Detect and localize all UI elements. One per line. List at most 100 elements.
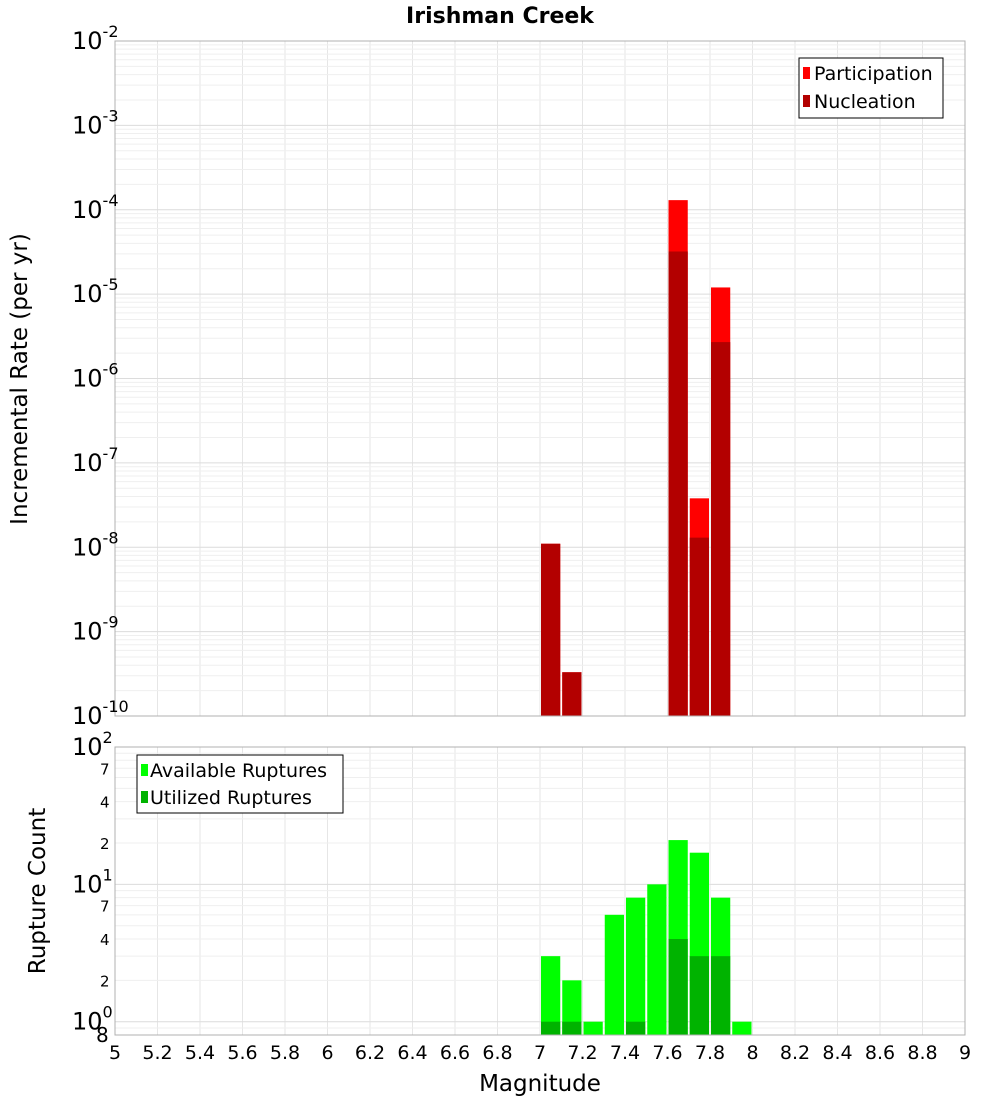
bottom-bar-utilized-ruptures (689, 956, 709, 1035)
legend-swatch-utilized-ruptures (141, 791, 148, 803)
bottom-bar-utilized-ruptures (668, 939, 688, 1035)
bottom-y-tick-base: 10 (72, 1008, 103, 1036)
top-y-tick-exponent: -10 (103, 697, 129, 716)
top-y-tick-label: 10-4 (72, 191, 119, 224)
bottom-y-minor-tick-label: 7 (100, 760, 110, 778)
top-y-tick-label: 10-10 (72, 697, 129, 730)
top-y-tick-base: 10 (72, 365, 103, 393)
top-y-tick-base: 10 (72, 533, 103, 561)
top-y-axis-label: Incremental Rate (per yr) (7, 233, 33, 525)
x-tick-label: 8.6 (865, 1042, 895, 1064)
top-y-tick-exponent: -2 (103, 22, 119, 41)
bottom-y-minor-tick-label: 4 (100, 931, 110, 949)
bottom-plot-border (114, 746, 966, 1036)
x-tick-label: 6.6 (440, 1042, 470, 1064)
top-bar-nucleation (711, 342, 731, 716)
bottom-bar-available-ruptures (626, 897, 646, 1035)
top-bar-nucleation (562, 672, 582, 716)
x-tick-label: 7.6 (652, 1042, 682, 1064)
bottom-bar-available-ruptures (583, 1021, 603, 1035)
x-tick-label: 7.8 (695, 1042, 725, 1064)
legend-swatch-nucleation (803, 95, 810, 107)
bottom-y-tick-label: 101 (72, 865, 113, 898)
top-y-tick-exponent: -6 (103, 360, 119, 379)
bottom-bar-available-ruptures (604, 914, 624, 1035)
bottom-y-minor-tick-label: 2 (100, 835, 110, 853)
x-tick-label: 5.8 (270, 1042, 300, 1064)
top-y-tick-base: 10 (72, 27, 103, 55)
top-y-tick-exponent: -7 (103, 444, 119, 463)
top-y-tick-base: 10 (72, 196, 103, 224)
top-y-tick-exponent: -3 (103, 106, 119, 125)
x-tick-label: 9 (959, 1042, 971, 1064)
top-y-tick-exponent: -5 (103, 275, 119, 294)
bottom-bar-available-ruptures (562, 980, 582, 1035)
bottom-legend-box (136, 754, 344, 814)
bottom-y-tick-label: 102 (72, 728, 113, 761)
bottom-y-tick-label: 100 (72, 1003, 113, 1036)
bottom-y-tick-base: 10 (72, 870, 103, 898)
x-tick-label: 5 (109, 1042, 121, 1064)
x-tick-label: 5.6 (227, 1042, 257, 1064)
bottom-bar-utilized-ruptures (562, 1021, 582, 1035)
x-tick-label: 5.4 (185, 1042, 215, 1064)
bottom-y-minor-tick-label: 7 (100, 898, 110, 916)
top-y-tick-base: 10 (72, 449, 103, 477)
x-tick-label: 7 (534, 1042, 546, 1064)
top-y-tick-exponent: -9 (103, 613, 119, 632)
legend-label-utilized-ruptures: Utilized Ruptures (150, 787, 312, 809)
top-legend: Participation Nucleation (798, 57, 944, 119)
x-tick-label: 5.2 (142, 1042, 172, 1064)
bottom-y-tick-base: 10 (72, 733, 103, 761)
legend-swatch-available-ruptures (141, 764, 148, 776)
x-tick-label: 6.2 (355, 1042, 385, 1064)
top-y-tick-base: 10 (72, 618, 103, 646)
x-tick-label: 8.4 (822, 1042, 852, 1064)
top-legend-box (798, 57, 944, 119)
top-y-tick-label: 10-2 (72, 22, 119, 55)
bottom-y-minor-tick-label: 4 (100, 794, 110, 812)
bottom-bar-available-ruptures (541, 956, 561, 1035)
top-y-tick-label: 10-7 (72, 444, 119, 477)
top-y-tick-label: 10-8 (72, 528, 119, 561)
bottom-y-tick-exponent: 1 (103, 865, 113, 884)
legend-label-available-ruptures: Available Ruptures (150, 760, 327, 782)
legend-label-nucleation: Nucleation (814, 91, 916, 113)
bottom-legend: Available Ruptures Utilized Ruptures (136, 754, 344, 814)
top-y-tick-label: 10-9 (72, 613, 119, 646)
top-y-tick-label: 10-5 (72, 275, 119, 308)
bottom-y-tick-exponent: 0 (103, 1003, 113, 1022)
x-tick-label: 6.4 (397, 1042, 427, 1064)
top-plot-area: 10-1010-910-810-710-610-510-410-310-2Par… (72, 22, 966, 730)
bottom-bar-available-ruptures (647, 884, 667, 1035)
legend-swatch-participation (803, 67, 810, 79)
bottom-bar-utilized-ruptures (626, 1021, 646, 1035)
top-y-tick-exponent: -4 (103, 191, 119, 210)
bottom-y-minor-tick-label: 8 (96, 1023, 109, 1047)
top-y-tick-label: 10-3 (72, 106, 119, 139)
top-bar-nucleation (668, 251, 688, 716)
x-tick-label: 6.8 (482, 1042, 512, 1064)
x-tick-label: 8 (746, 1042, 758, 1064)
chart-title: Irishman Creek (406, 4, 595, 29)
bottom-bar-utilized-ruptures (711, 956, 731, 1035)
x-tick-label: 7.2 (567, 1042, 597, 1064)
bottom-y-tick-exponent: 2 (103, 728, 113, 747)
top-y-tick-base: 10 (72, 111, 103, 139)
bottom-bar-utilized-ruptures (541, 1021, 561, 1035)
x-tick-label: 7.4 (610, 1042, 640, 1064)
x-tick-label: 8.8 (907, 1042, 937, 1064)
top-bar-nucleation (541, 543, 561, 716)
legend-label-participation: Participation (814, 63, 933, 85)
top-y-tick-base: 10 (72, 702, 103, 730)
bottom-bar-available-ruptures (732, 1021, 752, 1035)
top-y-tick-label: 10-6 (72, 360, 119, 393)
top-plot-border (114, 40, 966, 717)
x-axis-label: Magnitude (479, 1071, 601, 1097)
top-bar-nucleation (689, 537, 709, 716)
bottom-y-axis-label: Rupture Count (25, 808, 51, 974)
top-y-tick-base: 10 (72, 280, 103, 308)
bottom-y-minor-tick-label: 2 (100, 972, 110, 990)
